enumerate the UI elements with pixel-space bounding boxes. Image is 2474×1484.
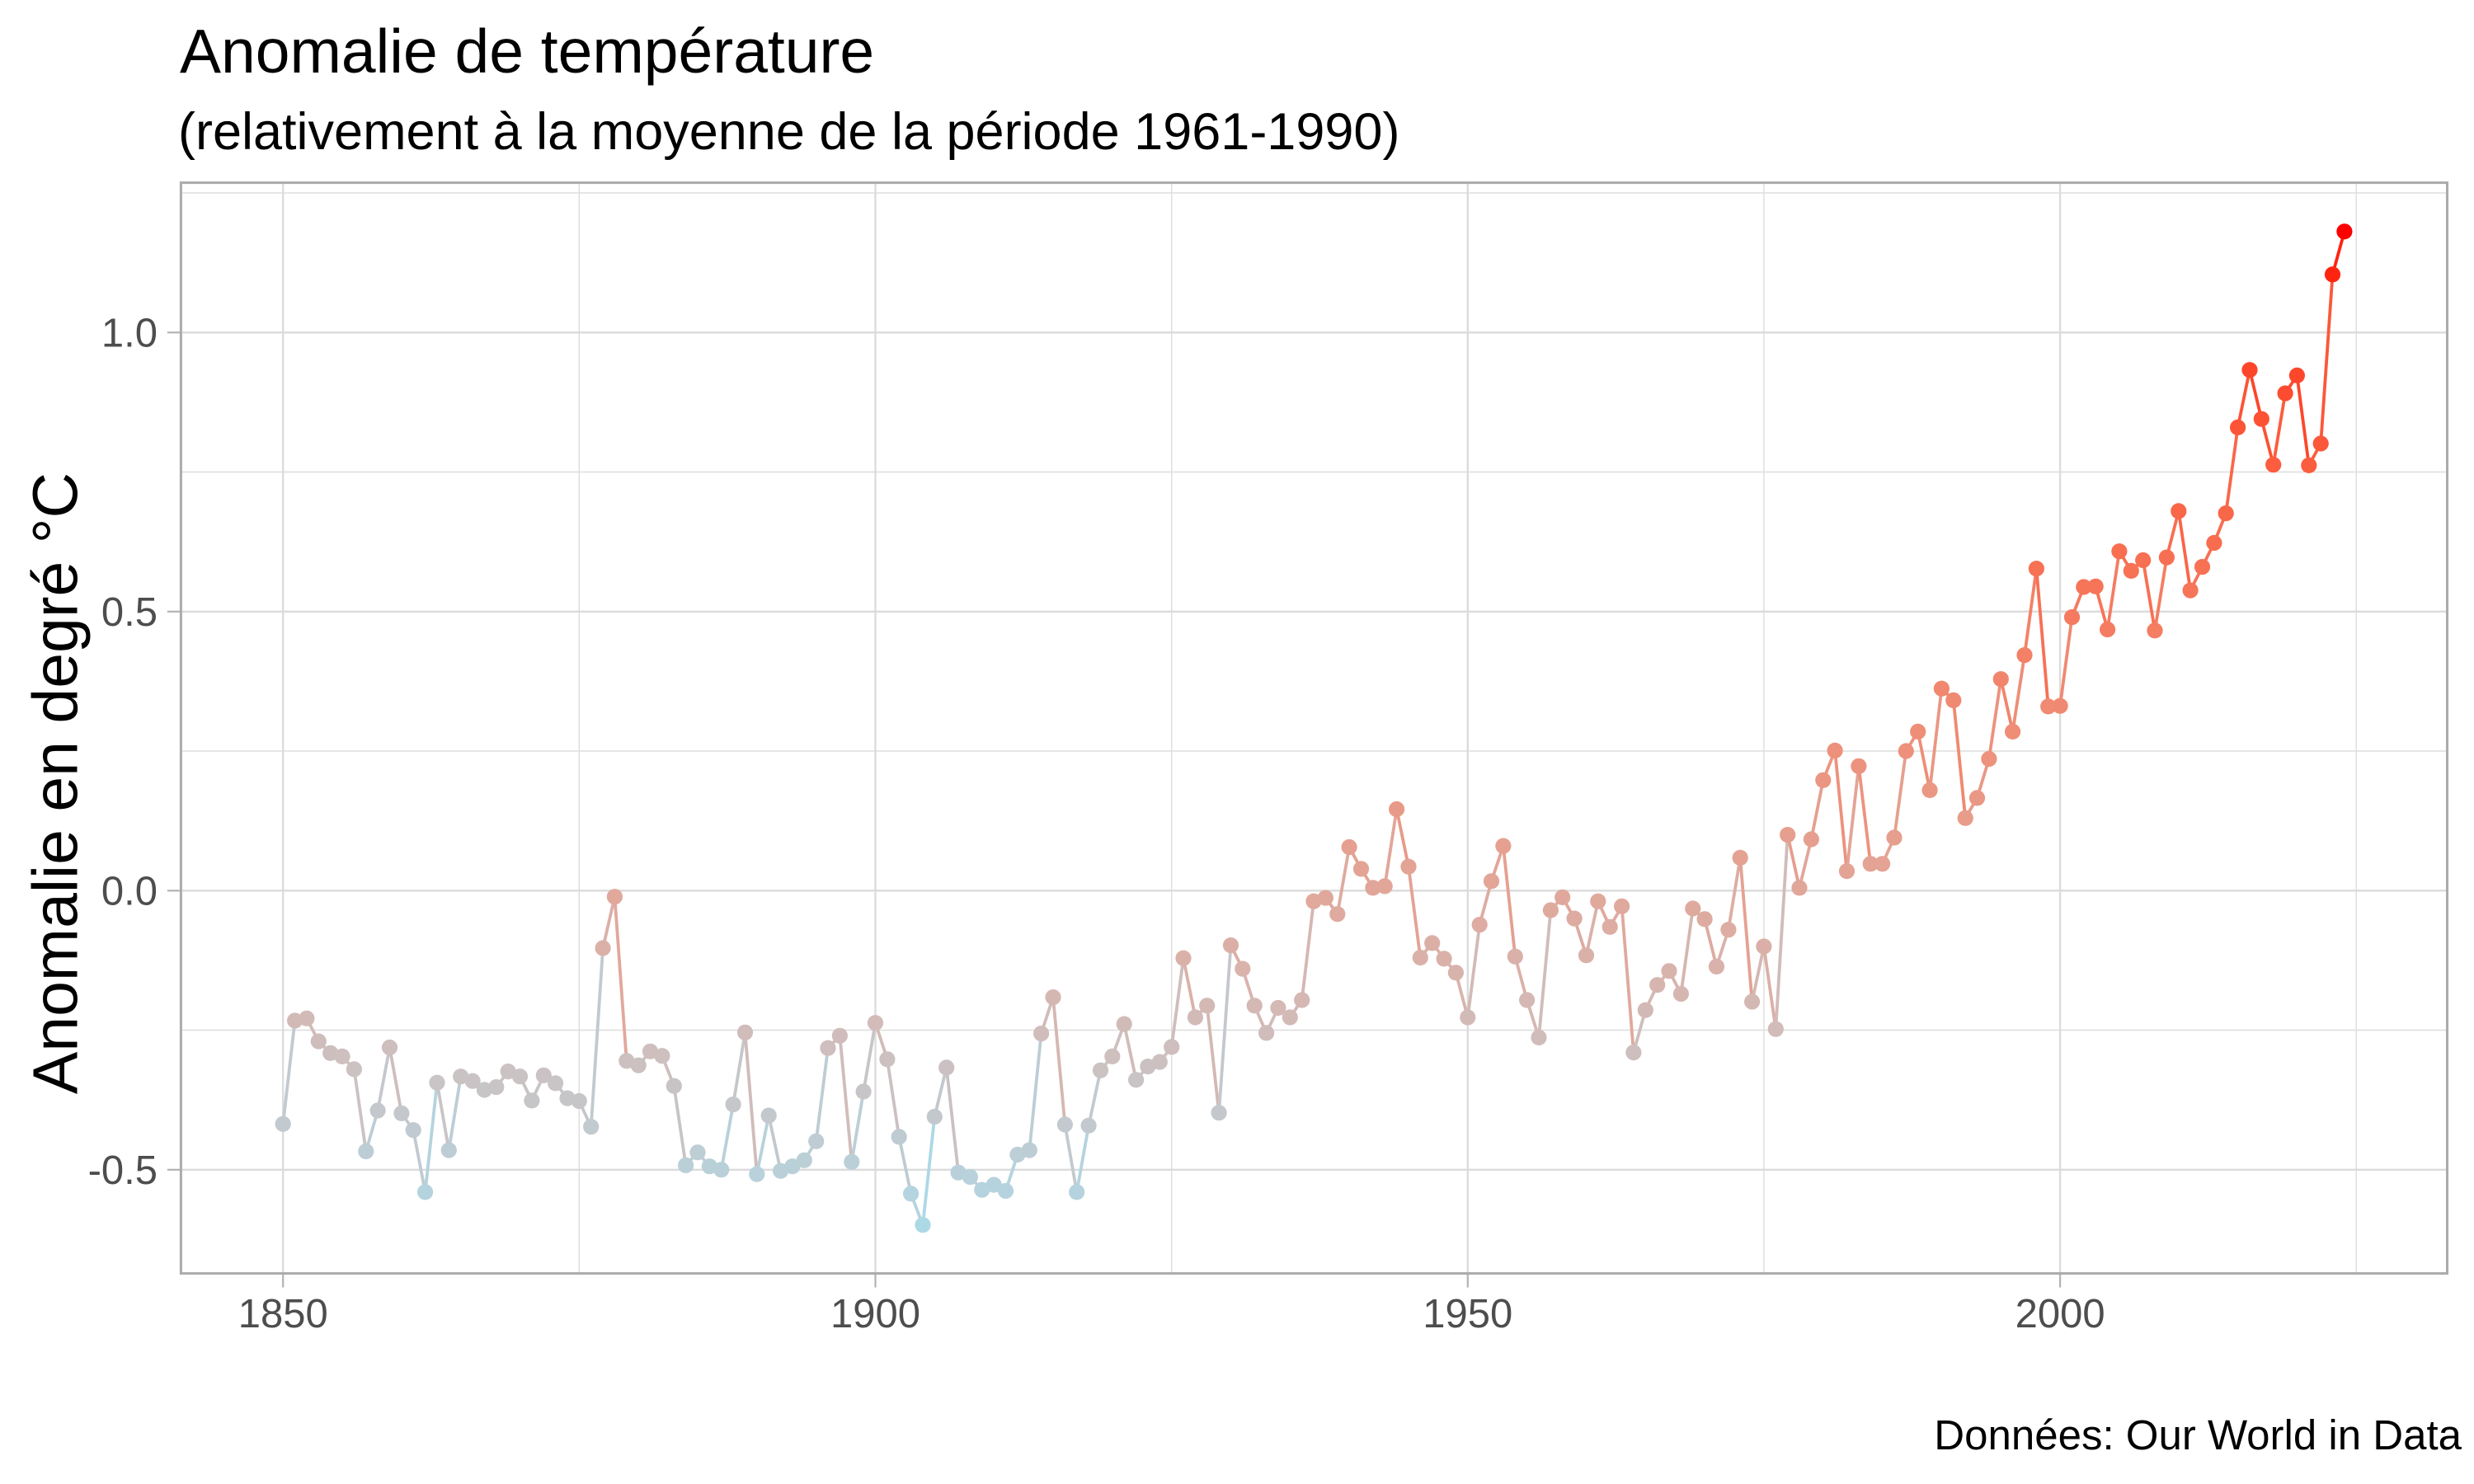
svg-text:0.5: 0.5 bbox=[101, 590, 158, 635]
svg-text:(relativement à la moyenne de: (relativement à la moyenne de la période… bbox=[178, 103, 1399, 161]
svg-text:-0.5: -0.5 bbox=[88, 1148, 158, 1193]
svg-text:1900: 1900 bbox=[830, 1292, 920, 1336]
svg-text:Données: Our World in Data: Données: Our World in Data bbox=[1934, 1411, 2462, 1458]
svg-text:1850: 1850 bbox=[238, 1292, 328, 1336]
svg-text:Anomalie de température: Anomalie de température bbox=[180, 16, 874, 86]
svg-text:1950: 1950 bbox=[1423, 1292, 1512, 1336]
svg-text:2000: 2000 bbox=[2015, 1292, 2105, 1336]
svg-text:0.0: 0.0 bbox=[101, 870, 158, 914]
svg-text:1.0: 1.0 bbox=[101, 312, 158, 356]
svg-text:Anomalie en degré °C: Anomalie en degré °C bbox=[21, 472, 92, 1094]
